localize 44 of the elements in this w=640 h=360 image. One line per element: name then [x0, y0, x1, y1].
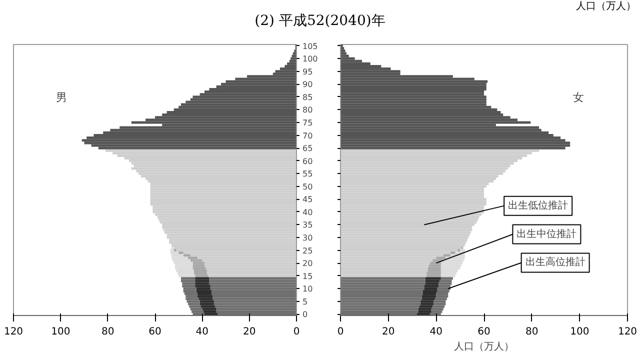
- y-tick-label: 65: [302, 144, 313, 154]
- x-tick-label: 60: [478, 326, 490, 338]
- x-tick-label: 120: [618, 326, 638, 338]
- y-tick-label: 15: [302, 272, 313, 281]
- y-tick-label: 70: [302, 131, 313, 140]
- x-tick-label: 40: [196, 326, 209, 338]
- y-tick-label: 0: [302, 310, 308, 320]
- y-tick-label: 100: [302, 54, 318, 64]
- x-tick-label: 100: [51, 326, 70, 338]
- x-tick-label: 80: [525, 326, 538, 338]
- y-tick-label: 105: [302, 42, 318, 51]
- chart-title: (2) 平成52(2040)年: [254, 12, 386, 31]
- y-tick-label: 20: [302, 259, 313, 268]
- y-tick-label: 45: [302, 195, 313, 204]
- y-tick-label: 35: [302, 220, 313, 230]
- y-tick-label: 10: [302, 284, 313, 294]
- y-tick-label: 5: [302, 297, 308, 306]
- x-axis-title: 人口（万人）: [454, 342, 514, 352]
- x-tick-label: 20: [242, 326, 256, 338]
- x-tick-label: 100: [570, 326, 590, 338]
- y-tick-label: 55: [302, 170, 313, 179]
- x-tick-label: 120: [4, 326, 24, 338]
- annotation: 男: [56, 90, 68, 104]
- x-tick-label: 20: [382, 326, 395, 338]
- y-tick-label: 80: [302, 106, 313, 115]
- x-tick-label: 80: [101, 326, 114, 338]
- x-tick-label: 0: [337, 326, 344, 338]
- y-tick-label: 75: [302, 118, 313, 128]
- x-tick-label: 0: [293, 326, 300, 338]
- y-tick-label: 50: [302, 182, 313, 192]
- y-tick-label: 30: [302, 234, 313, 243]
- annotation: 出生高位推計: [525, 256, 586, 268]
- y-tick-label: 95: [302, 67, 313, 76]
- annotation: 出生低位推計: [508, 199, 568, 212]
- y-tick-label: 90: [302, 80, 313, 90]
- x-tick-label: 40: [430, 326, 443, 338]
- y-tick-label: 60: [302, 156, 313, 166]
- y-tick-label: 85: [302, 92, 313, 102]
- chart-subtitle: 人口（万人）: [576, 0, 636, 14]
- y-tick-label: 25: [302, 246, 313, 256]
- annotation: 出生中位推計: [516, 228, 577, 240]
- x-tick-label: 60: [148, 326, 162, 338]
- annotation: 女: [573, 90, 584, 104]
- y-tick-label: 40: [302, 208, 313, 217]
